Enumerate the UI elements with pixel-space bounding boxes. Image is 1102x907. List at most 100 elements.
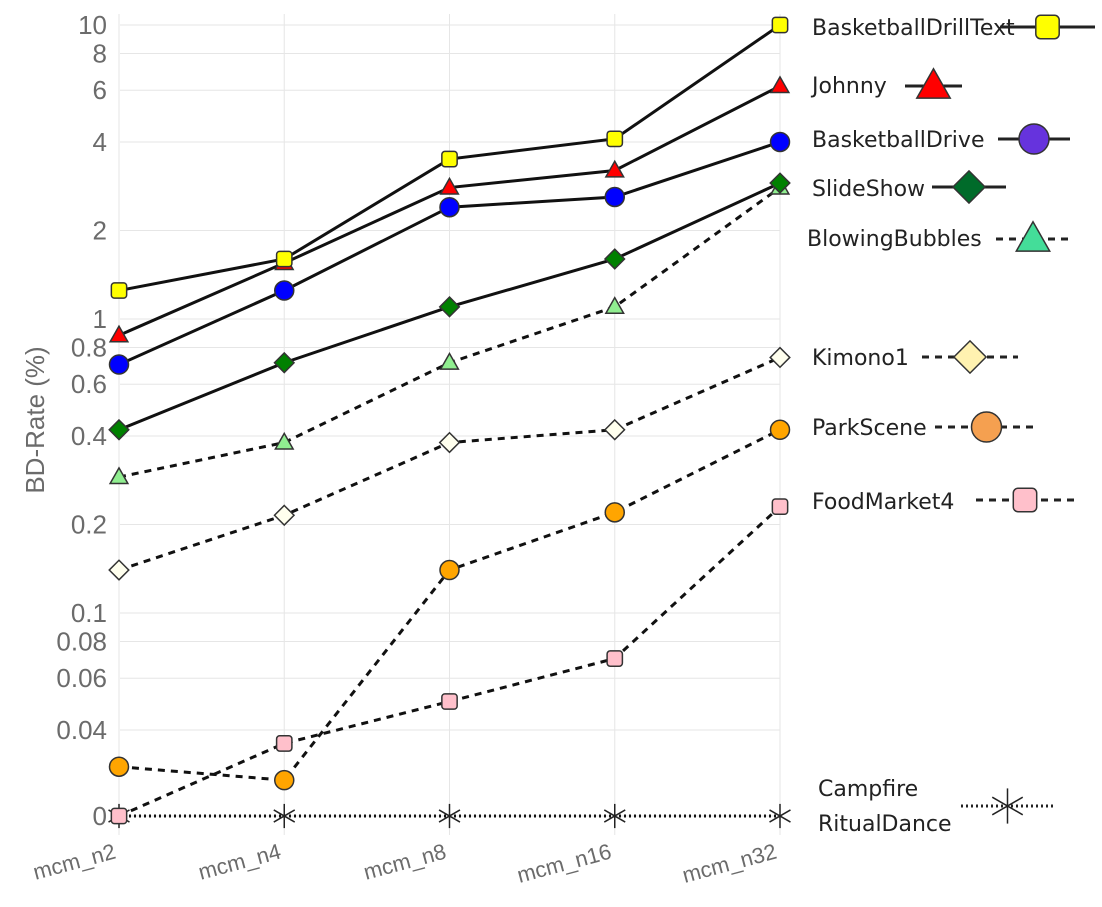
data-point [769, 131, 791, 153]
legend-item-kimono1: Kimono1 [812, 339, 1018, 375]
x-tick-label: mcm_n32 [680, 839, 780, 888]
data-point [108, 418, 130, 441]
data-point [769, 172, 791, 194]
y-tick-label: 0 [93, 801, 107, 831]
data-point [606, 650, 624, 667]
legend-item-basketballdrive: BasketballDrive [812, 123, 1070, 155]
y-tick-label: 0.08 [56, 626, 107, 656]
y-tick-label: 0.04 [56, 715, 107, 745]
data-point [604, 296, 625, 315]
y-tick-label: 0.6 [71, 369, 107, 399]
data-point [275, 735, 293, 752]
y-tick-label: 8 [93, 38, 107, 68]
data-point [603, 418, 626, 441]
legend-item-campfire-ritualdance: Campfire RitualDance [818, 777, 1054, 837]
data-point [439, 176, 460, 195]
data-point [604, 502, 625, 523]
x-tick-label: mcm_n16 [514, 839, 614, 888]
y-tick-label: 0.1 [71, 598, 107, 628]
data-point [603, 248, 626, 270]
legend-label: Kimono1 [812, 346, 909, 371]
y-tick-label: 6 [93, 75, 107, 105]
markers-basketballdrive [108, 131, 791, 375]
legend-item-slideshow: SlideShow [812, 169, 1006, 205]
data-point [604, 186, 625, 208]
x-tick-label: mcm_n4 [196, 839, 284, 885]
data-point [273, 504, 296, 527]
data-point [110, 282, 128, 299]
legend-label: ParkScene [812, 416, 927, 441]
legend-marker-icon [1015, 220, 1051, 252]
data-point [603, 803, 626, 829]
legend-label: BlowingBubbles [807, 227, 982, 252]
data-point [438, 295, 461, 318]
data-point [438, 431, 461, 454]
y-axis-ticks: 108 6 4 2 10.8 0.6 0.4 0.2 0.10.08 0.06 0.04 0 [56, 10, 107, 831]
data-point [769, 803, 791, 829]
data-point [439, 196, 460, 218]
x-tick-label: mcm_n2 [30, 839, 118, 885]
series-foodmarket4 [118, 505, 782, 818]
legend-marker-icon [952, 339, 988, 375]
data-point [769, 419, 791, 441]
y-tick-label: 0.8 [71, 332, 107, 362]
legend-marker-icon [1012, 487, 1038, 513]
data-point [110, 807, 128, 825]
x-tick-label: mcm_n8 [361, 839, 449, 885]
data-point [274, 769, 295, 791]
data-point [771, 16, 789, 34]
legend-label: BasketballDrive [812, 128, 984, 153]
legend-marker-icon [970, 411, 1003, 443]
data-point [273, 351, 296, 374]
data-point [108, 756, 130, 777]
y-tick-label: 0.2 [71, 509, 107, 539]
legend-marker-icon [1018, 123, 1050, 155]
legend-item-foodmarket4: FoodMarket4 [812, 487, 1074, 515]
y-tick-label: 10 [78, 10, 107, 40]
data-point [604, 159, 625, 178]
data-point [275, 250, 293, 268]
data-point [108, 354, 130, 375]
data-point [769, 346, 791, 369]
markers-kimono1 [108, 346, 791, 581]
data-point [108, 324, 130, 343]
data-point [606, 130, 624, 148]
y-tick-label: 4 [93, 127, 107, 157]
data-point [439, 352, 460, 370]
y-tick-label: 0.4 [71, 421, 107, 451]
legend-label: BasketballDrillText [812, 16, 1015, 41]
x-axis-ticks: mcm_n2 mcm_n4 mcm_n8 mcm_n16 mcm_n32 [30, 839, 779, 888]
series-line [118, 505, 782, 818]
data-point [771, 498, 789, 516]
legend-marker-icon [991, 788, 1024, 824]
legend-item-blowingbubbles: BlowingBubbles [807, 220, 1070, 252]
data-point [274, 431, 295, 450]
legend-item-johnny: Johnny [810, 67, 962, 99]
legend-item-parkscene: ParkScene [812, 411, 1038, 443]
legend-label: Campfire [818, 777, 918, 802]
legend-item-basketballdrilltext: BasketballDrillText [812, 14, 1095, 41]
y-axis-label: BD-Rate (%) [20, 346, 50, 493]
legend-label: Johnny [810, 74, 887, 99]
series [108, 16, 791, 829]
data-point [273, 803, 296, 829]
y-tick-label: 2 [93, 215, 107, 245]
data-point [439, 559, 460, 581]
data-point [108, 559, 130, 581]
legend: BasketballDrillText Johnny BasketballDrive… [807, 14, 1095, 837]
data-point [274, 280, 295, 301]
data-point [769, 75, 791, 94]
y-tick-label: 0.06 [56, 663, 107, 693]
legend-marker-icon [951, 169, 987, 205]
legend-marker-icon [915, 67, 952, 99]
legend-label: RitualDance [818, 812, 952, 837]
markers-foodmarket4 [110, 498, 789, 825]
markers-parkscene [108, 419, 791, 791]
legend-marker-icon [1035, 14, 1060, 40]
data-point [441, 693, 458, 710]
data-point [438, 803, 461, 829]
data-point [441, 150, 458, 168]
data-point [108, 466, 130, 485]
y-tick-label: 1 [93, 304, 107, 334]
